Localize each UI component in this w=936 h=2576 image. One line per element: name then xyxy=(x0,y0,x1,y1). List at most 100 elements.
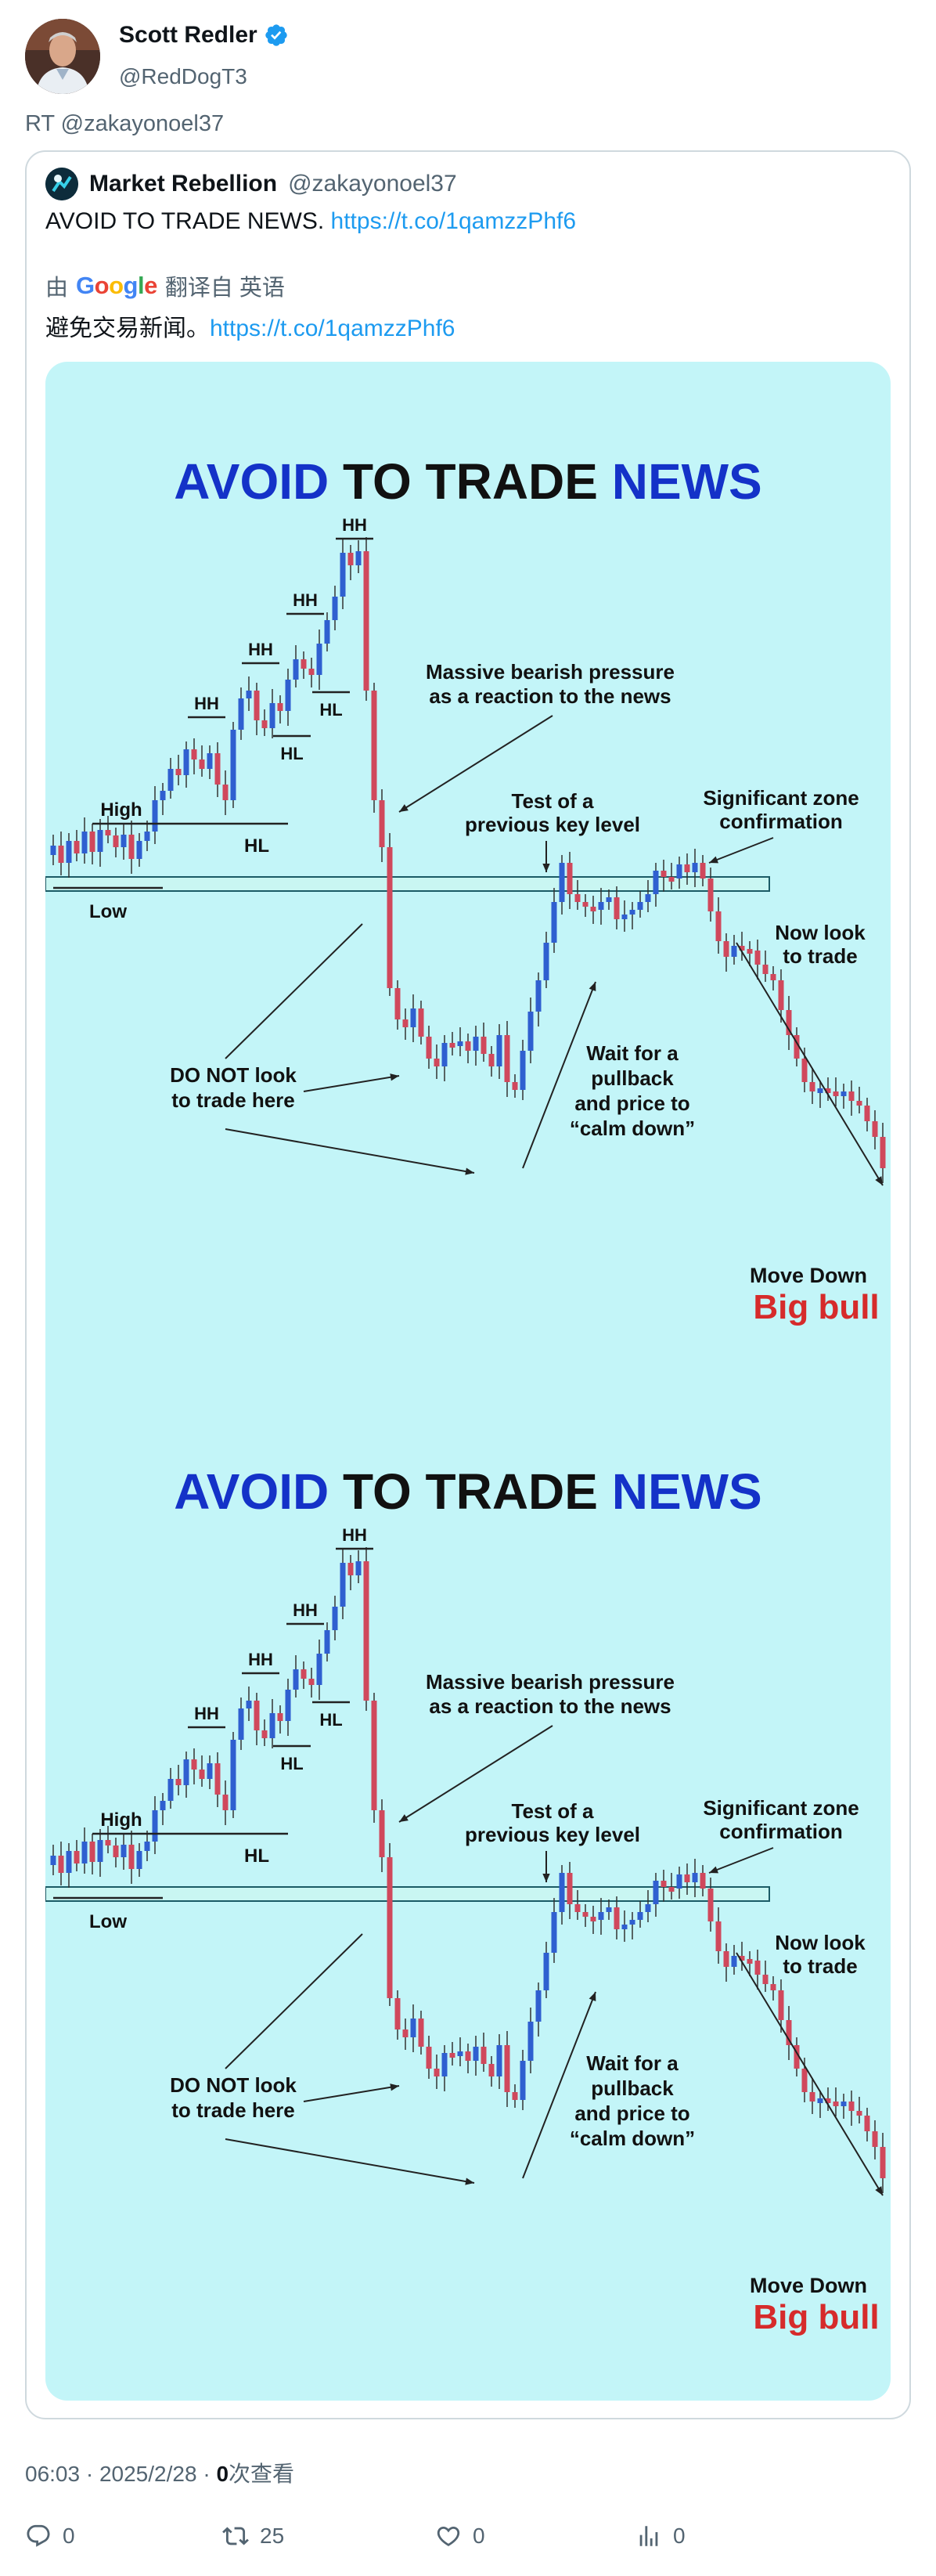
candle-body xyxy=(754,951,761,965)
quoted-avatar[interactable] xyxy=(45,168,78,200)
like-button[interactable]: 0 xyxy=(435,2523,485,2549)
candle-body xyxy=(598,1912,604,1920)
pointer-dont-3 xyxy=(225,2138,475,2184)
label-massive2: as a reaction to the news xyxy=(429,684,671,708)
candle-body xyxy=(653,1881,659,1904)
candle-body xyxy=(856,2111,862,2116)
reply-icon xyxy=(27,2524,50,2547)
candle-body xyxy=(833,2102,839,2106)
candle-body xyxy=(293,659,299,680)
candle-body xyxy=(261,720,268,728)
candle-body xyxy=(598,902,604,910)
candle-body xyxy=(316,1654,322,1685)
candle-body xyxy=(128,1845,135,1869)
translated-link[interactable]: https://t.co/1qamzzPhf6 xyxy=(210,316,455,341)
candle-body xyxy=(700,863,706,879)
candle-body xyxy=(723,941,729,957)
author-avatar[interactable] xyxy=(25,19,100,94)
candle-body xyxy=(449,1043,455,1048)
candle-body xyxy=(559,1873,565,1912)
reply-button[interactable]: 0 xyxy=(25,2523,75,2549)
candle-body xyxy=(160,791,166,800)
label-dont1: DO NOT look xyxy=(170,2073,297,2097)
candle-body xyxy=(183,749,189,775)
candle-body xyxy=(739,946,745,951)
candle-body xyxy=(50,846,56,855)
candle-body xyxy=(113,1845,119,1857)
candle-body xyxy=(222,785,229,800)
pointer-dont-3-head xyxy=(465,1167,474,1175)
candle-body xyxy=(285,1690,291,1721)
candle-body xyxy=(277,1713,283,1721)
candle-body xyxy=(621,915,628,919)
label-wait3: and price to xyxy=(574,2102,689,2125)
infographic-title: AVOID TO TRADE NEWS xyxy=(174,1463,761,1520)
candle-body xyxy=(402,1019,409,1027)
label-low: Low xyxy=(89,901,127,922)
candle-body xyxy=(567,863,573,894)
candle-body xyxy=(167,1779,174,1801)
translated-body: 避免交易新闻。 xyxy=(45,316,210,341)
candle-body xyxy=(89,832,95,852)
candle-body xyxy=(668,1887,675,1892)
candle-body xyxy=(770,1984,776,1990)
candle-body xyxy=(465,1041,471,1051)
candle-body xyxy=(762,965,769,974)
candle-body xyxy=(394,1998,401,2029)
candle-body xyxy=(481,1037,487,1054)
quoted-link[interactable]: https://t.co/1qamzzPhf6 xyxy=(330,208,577,234)
candle-body xyxy=(332,597,338,620)
candle-body xyxy=(410,1008,416,1027)
candle-body xyxy=(551,1912,557,1953)
candle-body xyxy=(457,2051,463,2056)
candle-body xyxy=(58,846,64,863)
quoted-header: Market Rebellion @zakayonoel37 xyxy=(45,168,457,200)
candle-body xyxy=(527,1012,534,1051)
pointer-dont-3 xyxy=(225,1128,475,1174)
candle-body xyxy=(207,753,213,769)
quoted-tweet-card[interactable]: Market Rebellion @zakayonoel37 AVOID TO … xyxy=(25,150,911,2419)
quoted-handle[interactable]: @zakayonoel37 xyxy=(288,171,457,197)
candle-body xyxy=(214,753,221,785)
retweet-button[interactable]: 25 xyxy=(222,2523,284,2549)
tweet-header: Scott Redler @RedDogT3 xyxy=(25,19,909,97)
key-level-zone xyxy=(45,1886,770,1902)
tweet-date[interactable]: 2025/2/28 xyxy=(99,2462,197,2486)
candle-body xyxy=(715,911,722,941)
pointer-dont-2-head xyxy=(390,2084,399,2091)
key-level-zone xyxy=(45,876,770,892)
label-hl-high: HL xyxy=(244,1845,269,1867)
candle-body xyxy=(707,1889,714,1921)
candle-body xyxy=(207,1763,213,1779)
candle-body xyxy=(684,864,690,872)
candle-body xyxy=(692,1873,698,1882)
heart-icon xyxy=(437,2526,460,2546)
candle-body xyxy=(50,1856,56,1865)
candle-body xyxy=(379,800,385,847)
label-high: High xyxy=(100,1809,142,1831)
candle-body xyxy=(175,769,182,775)
candle-body xyxy=(418,2019,424,2047)
candle-body xyxy=(582,1912,589,1917)
label-wait1: Wait for a xyxy=(586,2051,679,2075)
candle-body xyxy=(614,897,620,919)
views-button[interactable]: 0 xyxy=(635,2523,686,2549)
tweet-time[interactable]: 06:03 xyxy=(25,2462,81,2486)
author-handle[interactable]: @RedDogT3 xyxy=(119,64,247,88)
candle-body xyxy=(347,553,354,565)
label-sig2: confirmation xyxy=(719,1820,842,1843)
infographic-image[interactable]: AVOID TO TRADE NEWS HH HH HH HH HL HL High HL Low… xyxy=(45,362,891,2401)
label-hh: HH xyxy=(194,694,219,713)
candle-body xyxy=(833,1091,839,1096)
translation-attribution[interactable]: 由 Google 翻译自 英语 xyxy=(45,269,285,302)
candle-body xyxy=(308,669,315,675)
label-now1: Now look xyxy=(775,921,866,944)
arrow-sig-head xyxy=(709,856,718,864)
candle-body xyxy=(81,1842,88,1863)
retweet-icon xyxy=(222,2527,249,2545)
candle-body xyxy=(97,830,103,852)
quoted-name[interactable]: Market Rebellion xyxy=(89,171,278,197)
candle-body xyxy=(316,644,322,675)
author-name[interactable]: Scott Redler xyxy=(119,22,257,48)
candle-body xyxy=(191,1759,197,1770)
